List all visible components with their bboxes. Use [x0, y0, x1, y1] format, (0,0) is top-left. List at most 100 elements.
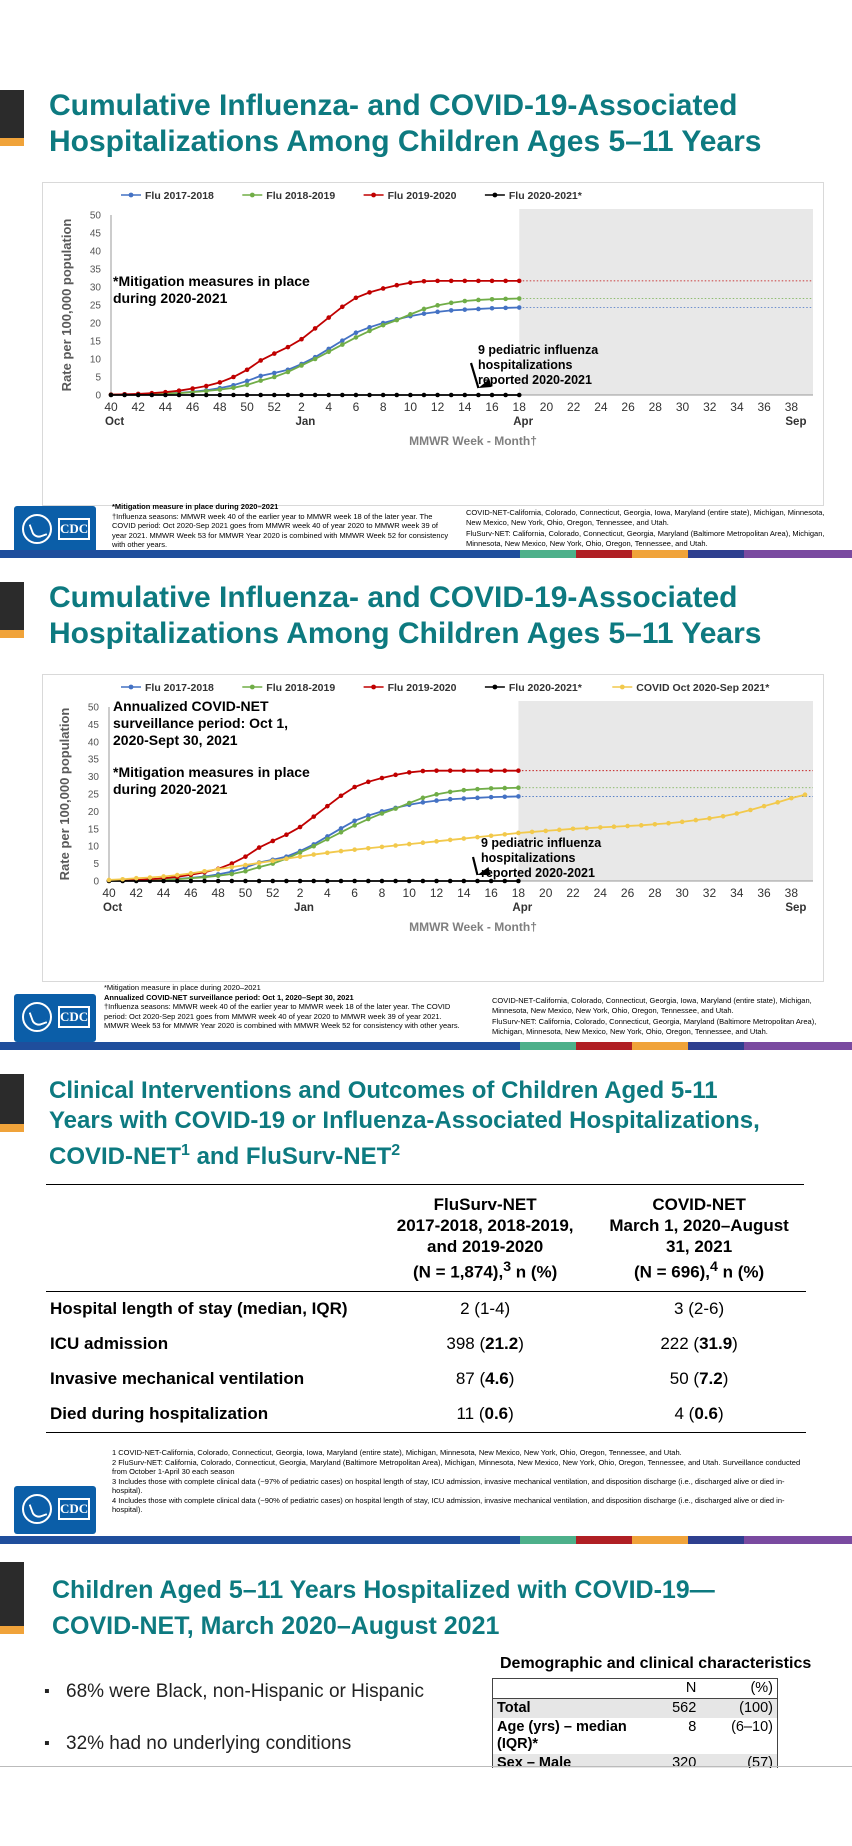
- header-flusurv-l4b: n (%): [511, 1262, 558, 1282]
- series-line: [108, 793, 806, 881]
- data-point: [325, 803, 330, 809]
- demo-pct: (57): [747, 1755, 773, 1768]
- data-point: [256, 864, 262, 870]
- header-flusurv-l2: 2017-2018, 2018-2019,: [396, 1216, 574, 1235]
- table-row: Invasive mechanical ventilation 87 (4.6)…: [46, 1362, 806, 1397]
- x-tick-label: 42: [132, 400, 146, 414]
- data-point: [231, 385, 236, 391]
- data-point: [297, 878, 303, 884]
- data-point: [503, 305, 508, 311]
- data-point: [285, 344, 291, 350]
- data-point: [461, 768, 467, 773]
- x-month-label: Apr: [512, 902, 532, 914]
- x-tick-label: 16: [485, 400, 499, 414]
- bullet-item: 68% were Black, non-Hispanic or Hispanic: [44, 1680, 424, 1732]
- data-point: [284, 878, 289, 884]
- data-point: [476, 278, 481, 284]
- data-point: [203, 383, 209, 389]
- y-tick-label: 15: [90, 337, 102, 348]
- x-tick-label: 48: [213, 400, 227, 414]
- data-point: [652, 821, 658, 827]
- footnote-mitigation: *Mitigation measure in place during 2020…: [104, 983, 261, 992]
- header-flusurv-l4: (N = 1,874),: [412, 1262, 504, 1282]
- demo-label: Age (yrs) – median (IQR)*: [497, 1719, 627, 1752]
- x-month-label: Jan: [296, 416, 316, 428]
- hhs-eagle-icon: [22, 1002, 52, 1032]
- data-point: [625, 823, 630, 829]
- annotation-pediatric-l1: 9 pediatric influenza: [478, 343, 599, 357]
- demo-pct: (6–10): [731, 1719, 773, 1735]
- data-point: [406, 770, 412, 775]
- data-point: [285, 369, 291, 375]
- x-tick-label: 30: [675, 886, 689, 900]
- data-point: [299, 336, 304, 342]
- y-tick-label: 20: [88, 807, 100, 818]
- x-axis-label: MMWR Week - Month†: [409, 920, 537, 934]
- data-point: [367, 328, 372, 334]
- data-point: [448, 308, 454, 313]
- legend-label: Flu 2017-2018: [145, 682, 214, 694]
- legend-label: Flu 2018-2019: [266, 682, 335, 694]
- x-tick-label: 42: [130, 886, 144, 900]
- data-point: [311, 814, 317, 819]
- legend-marker: [492, 684, 498, 690]
- data-point: [516, 830, 521, 836]
- data-point: [461, 878, 467, 884]
- data-point: [447, 837, 453, 843]
- x-tick-label: 28: [648, 886, 662, 900]
- data-point: [284, 856, 289, 862]
- table-row: Sex – Male 320 (57): [492, 1754, 778, 1768]
- x-tick-label: 20: [540, 400, 554, 414]
- data-point: [299, 363, 304, 368]
- data-point: [462, 307, 468, 312]
- header-covidnet-l4: (N = 696),: [633, 1262, 711, 1282]
- data-point: [217, 387, 223, 392]
- data-point: [406, 878, 412, 884]
- table-row: Died during hospitalization 11 (0.6) 4 (…: [46, 1397, 806, 1433]
- series-line: [111, 297, 520, 396]
- x-tick-label: 28: [649, 400, 663, 414]
- data-point: [271, 351, 277, 356]
- data-point: [476, 297, 481, 303]
- data-point: [312, 356, 318, 362]
- data-point: [133, 875, 139, 881]
- title-line-1: Cumulative Influenza- and COVID-19-Assoc…: [49, 581, 738, 614]
- data-point: [489, 305, 495, 311]
- title-flusurv: and FluSurv-NET: [189, 1143, 392, 1170]
- data-point: [611, 824, 617, 830]
- data-point: [748, 807, 753, 813]
- data-point: [258, 392, 263, 398]
- data-point: [365, 779, 371, 785]
- table-top-rule: [46, 1184, 804, 1185]
- hhs-eagle-icon: [22, 514, 52, 544]
- slide-accent-bar: [0, 1074, 24, 1124]
- covid-value: 3 (2-6): [674, 1299, 725, 1319]
- annotation-mitigation-l2: during 2020-2021: [113, 290, 228, 306]
- data-point: [365, 813, 371, 818]
- data-point: [435, 392, 440, 398]
- data-point: [475, 834, 480, 840]
- data-point: [379, 844, 385, 850]
- annotation-mitigation-l2: during 2020-2021: [113, 781, 228, 797]
- x-month-label: Sep: [785, 902, 806, 914]
- data-point: [488, 878, 494, 884]
- slide-accent-orange: [0, 1626, 24, 1634]
- data-point: [326, 315, 332, 320]
- series-line: [110, 306, 520, 396]
- x-tick-label: 52: [266, 886, 280, 900]
- data-point: [174, 872, 180, 878]
- data-point: [340, 342, 345, 347]
- x-tick-label: 12: [430, 886, 444, 900]
- table-row: ICU admission 398 (21.2) 222 (31.9): [46, 1327, 806, 1362]
- bullet-list: 68% were Black, non-Hispanic or Hispanic…: [44, 1680, 424, 1784]
- table-row: Age (yrs) – median (IQR)* 8 (6–10): [493, 1718, 778, 1754]
- data-point: [106, 877, 112, 883]
- row-label: Died during hospitalization: [50, 1404, 269, 1424]
- x-tick-label: 20: [539, 886, 553, 900]
- data-point: [638, 823, 644, 828]
- data-point: [434, 792, 439, 797]
- chart-container: 0 5 10 15 20 25 30 35 40 45 50 Rate per 100,000 pop…: [42, 182, 824, 506]
- data-point: [203, 392, 209, 398]
- slide-title: Cumulative Influenza- and COVID-19-Assoc…: [49, 580, 832, 652]
- title-sup-1: 1: [181, 1142, 190, 1159]
